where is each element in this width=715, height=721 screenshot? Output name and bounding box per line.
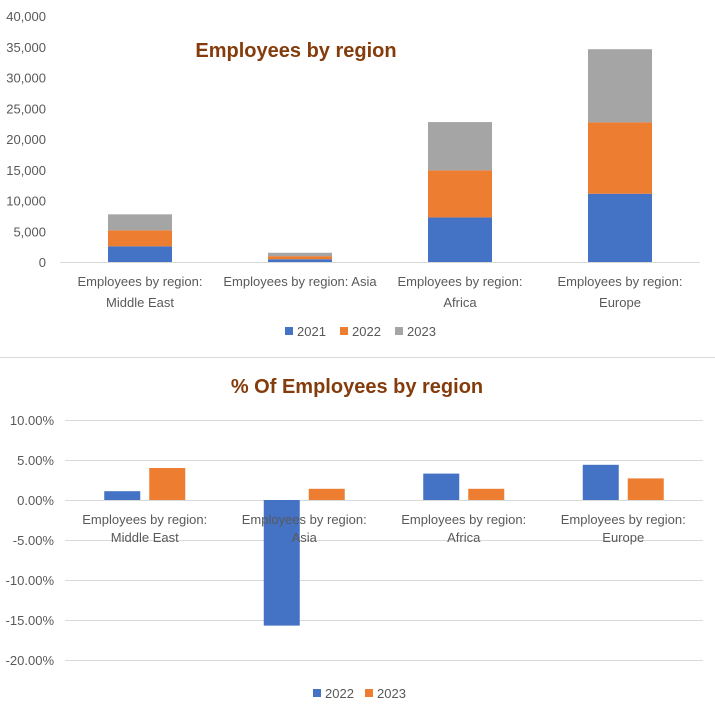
- y-tick-label: 15,000: [6, 163, 46, 178]
- y-tick-label: 0.00%: [17, 493, 54, 508]
- y-tick-label: -5.00%: [13, 533, 55, 548]
- legend-swatch-2023: [365, 689, 373, 697]
- bar-2023: [627, 478, 664, 500]
- bar-2023: [268, 252, 332, 257]
- bar-2023: [308, 488, 345, 500]
- x-category-label: Employees by region:: [557, 274, 682, 289]
- bar-2021: [268, 259, 332, 262]
- bar-2022: [108, 230, 172, 247]
- y-tick-label: 10,000: [6, 194, 46, 209]
- y-tick-label: 5.00%: [17, 453, 54, 468]
- x-category-label: Asia: [292, 530, 318, 545]
- employees-percent-chart: % Of Employees by region -20.00% -15.00% -1…: [6, 376, 703, 701]
- y-tick-label: -20.00%: [6, 653, 55, 668]
- bar-2022: [428, 170, 492, 218]
- y-tick-label: 35,000: [6, 40, 46, 55]
- bar-2021: [428, 217, 492, 262]
- x-category-label: Employees by region:: [82, 512, 207, 527]
- chart-title: Employees by region: [195, 40, 396, 62]
- y-tick-label: 20,000: [6, 132, 46, 147]
- x-category-label: Employees by region: Asia: [223, 274, 377, 289]
- x-category-label: Middle East: [106, 295, 174, 310]
- y-tick-label: 5,000: [13, 224, 46, 239]
- bar-2022: [263, 500, 300, 626]
- legend-label-2023: 2023: [377, 686, 406, 701]
- bar-2023: [588, 49, 652, 123]
- bar-2022: [588, 122, 652, 194]
- bar-2021: [588, 193, 652, 262]
- legend-swatch-2023: [395, 327, 403, 335]
- legend-label-2022: 2022: [325, 686, 354, 701]
- x-category-label: Middle East: [111, 530, 179, 545]
- x-category-label: Employees by region:: [401, 512, 526, 527]
- bar-2022: [268, 256, 332, 260]
- legend-label-2021: 2021: [297, 324, 326, 339]
- bar-2023: [428, 122, 492, 171]
- legend-swatch-2022: [340, 327, 348, 335]
- x-category-label: Employees by region:: [242, 512, 367, 527]
- bar-2022: [423, 473, 460, 500]
- bar-2023: [149, 468, 186, 500]
- x-category-label: Employees by region:: [561, 512, 686, 527]
- legend-swatch-2022: [313, 689, 321, 697]
- legend-label-2022: 2022: [352, 324, 381, 339]
- bar-2023: [108, 214, 172, 231]
- employees-stacked-chart: 0 5,000 10,000 15,000 20,000 25,000 30,000 35,0…: [6, 9, 700, 339]
- bar-2021: [108, 246, 172, 262]
- bar-2022: [582, 464, 619, 500]
- y-tick-label: 0: [39, 255, 46, 270]
- y-tick-label: 25,000: [6, 101, 46, 116]
- y-tick-label: -15.00%: [6, 613, 55, 628]
- bar-2023: [468, 488, 505, 500]
- legend-swatch-2021: [285, 327, 293, 335]
- chart-title: % Of Employees by region: [231, 376, 483, 398]
- x-category-label: Employees by region:: [397, 274, 522, 289]
- y-tick-label: -10.00%: [6, 573, 55, 588]
- bar-2022: [104, 491, 141, 500]
- x-category-label: Europe: [602, 530, 644, 545]
- legend-label-2023: 2023: [407, 324, 436, 339]
- y-tick-label: 30,000: [6, 71, 46, 86]
- y-tick-label: 10.00%: [10, 413, 55, 428]
- chart-separator: [0, 357, 715, 358]
- y-tick-label: 40,000: [6, 9, 46, 24]
- x-category-label: Africa: [443, 295, 477, 310]
- x-category-label: Europe: [599, 295, 641, 310]
- x-category-label: Employees by region:: [77, 274, 202, 289]
- x-category-label: Africa: [447, 530, 481, 545]
